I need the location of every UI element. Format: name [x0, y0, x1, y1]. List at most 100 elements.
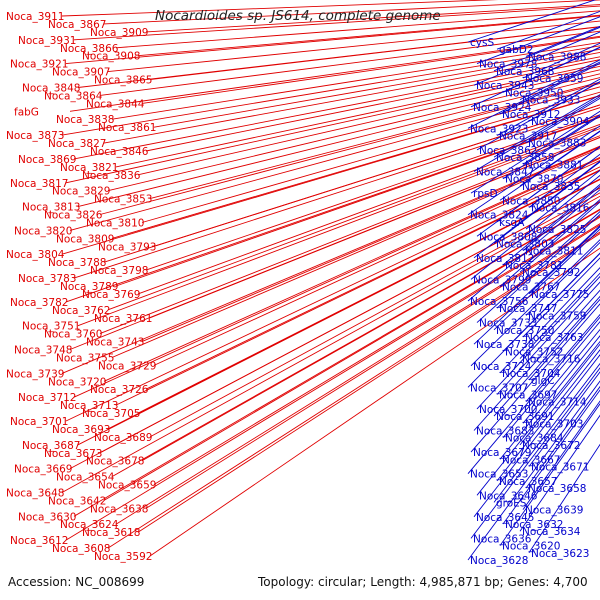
right-gene-label: Noca_3803 [496, 238, 554, 250]
right-gene-label: Noca_3756 [470, 296, 529, 308]
leader-line [153, 160, 600, 366]
left-gene-label: Noca_3751 [22, 321, 80, 333]
right-gene-label: Noca_3700 [479, 404, 537, 416]
left-gene-label: Noca_3844 [86, 98, 145, 110]
right-gene-label: gabD2 [499, 44, 534, 56]
left-gene-label: Noca_3864 [44, 90, 103, 102]
right-gene-label: Noca_3653 [470, 469, 528, 481]
leader-line [470, 174, 600, 280]
leader-line [69, 35, 600, 112]
right-gene-label: Noca_3883 [528, 138, 586, 150]
left-gene-label: Noca_3705 [82, 408, 140, 420]
left-gene-label: Noca_3908 [82, 51, 140, 63]
right-gene-label: Noca_3870 [505, 174, 563, 186]
leader-line [107, 73, 600, 192]
left-gene-label: Noca_3809 [56, 233, 114, 245]
right-gene-label: Noca_3636 [473, 533, 532, 545]
left-gene-label: Noca_3867 [48, 19, 106, 31]
leader-line [111, 147, 600, 358]
leader-line [141, 36, 600, 104]
right-gene-label: Noca_3847 [476, 167, 534, 179]
leader-line [73, 5, 600, 41]
left-gene-label: Noca_3592 [94, 551, 152, 563]
leader-line [103, 104, 600, 263]
leader-line [522, 185, 600, 251]
genome-title: Nocardioides sp. JS614, complete genome [155, 8, 441, 24]
left-gene-label: Noca_3921 [10, 59, 68, 71]
left-gene-label: fabG [14, 106, 39, 118]
left-gene-label: Noca_3689 [94, 432, 152, 444]
leader-line [502, 389, 600, 525]
leader-line [473, 31, 600, 86]
right-gene-label: rpsD [473, 188, 498, 200]
right-gene-label: Noca_3672 [522, 440, 580, 452]
leader-line [103, 156, 600, 382]
right-gene-label: Noca_3750 [496, 325, 554, 337]
leader-line [493, 362, 600, 503]
right-gene-label: Noca_3620 [502, 541, 560, 553]
left-gene-label: Noca_3813 [22, 202, 80, 214]
left-gene-label: Noca_3865 [94, 75, 152, 87]
right-gene-label: Noca_3812 [476, 253, 534, 265]
leader-line [69, 136, 600, 350]
leader-line [467, 61, 600, 129]
leader-line [499, 130, 600, 201]
right-gene-label: Noca_3850 [502, 195, 560, 207]
leader-line [145, 59, 600, 152]
leader-line [502, 320, 600, 438]
leader-line [77, 26, 600, 88]
leader-line [476, 81, 600, 151]
right-gene-label: Noca_3703 [525, 418, 583, 430]
left-gene-label: Noca_3720 [48, 376, 106, 388]
right-gene-label: Noca_3645 [476, 512, 534, 524]
right-gene-label: Noca_3943 [476, 80, 534, 92]
left-gene-label: Noca_3817 [10, 178, 68, 190]
leader-line [473, 160, 600, 259]
right-gene-label: glgC [531, 375, 555, 387]
right-gene-label: Noca_3799 [473, 274, 531, 286]
left-gene-label: Noca_3739 [6, 368, 64, 380]
leader-line [467, 380, 600, 561]
leader-line [111, 42, 600, 120]
label-leader-lines [61, 0, 600, 561]
left-gene-label: Noca_3911 [6, 11, 64, 23]
right-gene-label: Noca_3824 [470, 210, 529, 222]
left-gene-label: Noca_3783 [18, 273, 76, 285]
leader-line [65, 216, 600, 541]
leader-line [107, 20, 600, 73]
leader-line [476, 211, 600, 323]
right-gene-label: Noca_3988 [528, 51, 586, 63]
leader-line [77, 179, 600, 446]
leader-line [476, 275, 600, 410]
left-gene-label: Noca_3608 [52, 543, 110, 555]
right-gene-label: Noca_3792 [522, 267, 580, 279]
right-gene-label: Noca_3667 [502, 454, 560, 466]
left-gene-label: Noca_3853 [94, 194, 152, 206]
right-gene-label: Noca_3781 [505, 260, 563, 272]
left-gene-label: Noca_3931 [18, 35, 76, 47]
leader-line [502, 183, 600, 266]
leader-line [141, 91, 600, 223]
leader-line [61, 95, 600, 255]
left-gene-label: Noca_3701 [10, 416, 68, 428]
left-gene-label: Noca_3659 [98, 480, 156, 492]
leader-line [493, 295, 600, 417]
leader-line [61, 195, 600, 493]
left-gene-label: Noca_3829 [52, 186, 110, 198]
right-gene-label: Noca_3704 [502, 368, 561, 380]
left-gene-label: Noca_3693 [52, 424, 110, 436]
right-gene-label: Noca_3917 [499, 131, 557, 143]
leader-line [115, 169, 600, 406]
left-gene-label: Noca_3673 [44, 448, 102, 460]
right-gene-label: Noca_3763 [525, 332, 583, 344]
leader-line [467, 316, 600, 474]
left-gene-label: Noca_3909 [90, 27, 148, 39]
leader-line [137, 233, 600, 533]
leader-line [107, 126, 600, 311]
leader-line [470, 303, 600, 453]
leader-line [467, 189, 600, 302]
leader-line [145, 114, 600, 271]
right-gene-label: Noca_3816 [531, 203, 590, 215]
right-gene-label: Noca_3881 [525, 159, 583, 171]
